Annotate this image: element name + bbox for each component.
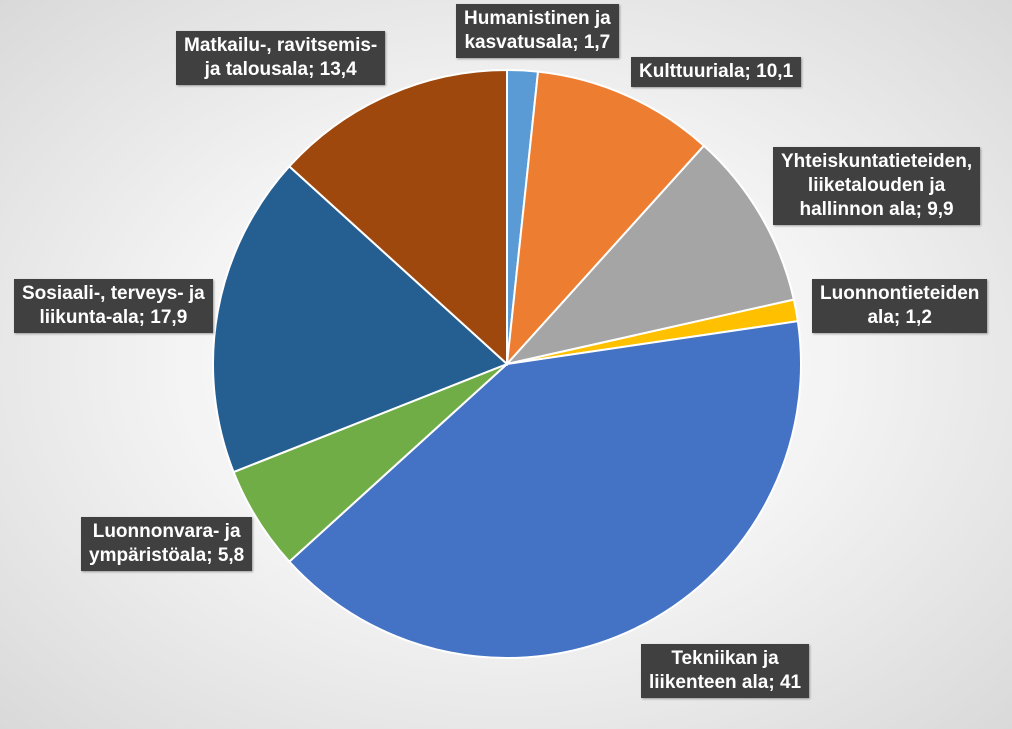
pie-slice-2: [505, 70, 706, 367]
data-label-luonnontieteiden: Luonnontieteiden ala; 1,2: [812, 279, 988, 333]
pie-slice-3: [504, 144, 796, 366]
data-label-luonnonvara: Luonnonvara- ja ympäristöala; 5,8: [81, 517, 253, 571]
data-label-sosiaali: Sosiaali-, terveys- ja liikunta-ala; 17,…: [14, 279, 213, 333]
data-label-kulttuuriala: Kulttuuriala; 10,1: [631, 57, 802, 87]
data-label-tekniikan: Tekniikan ja liikenteen ala; 41: [641, 644, 810, 698]
pie-slice-8: [287, 68, 508, 367]
data-label-humanistinen: Humanistinen ja kasvatusala; 1,7: [456, 4, 619, 58]
pie-slice-7: [212, 164, 509, 474]
data-label-yhteiskuntatieteiden: Yhteiskuntatieteiden, liiketalouden ja h…: [773, 147, 981, 225]
pie-slice-5: [287, 320, 802, 659]
data-label-matkailu: Matkailu-, ravitsemis- ja talousala; 13,…: [176, 31, 386, 85]
